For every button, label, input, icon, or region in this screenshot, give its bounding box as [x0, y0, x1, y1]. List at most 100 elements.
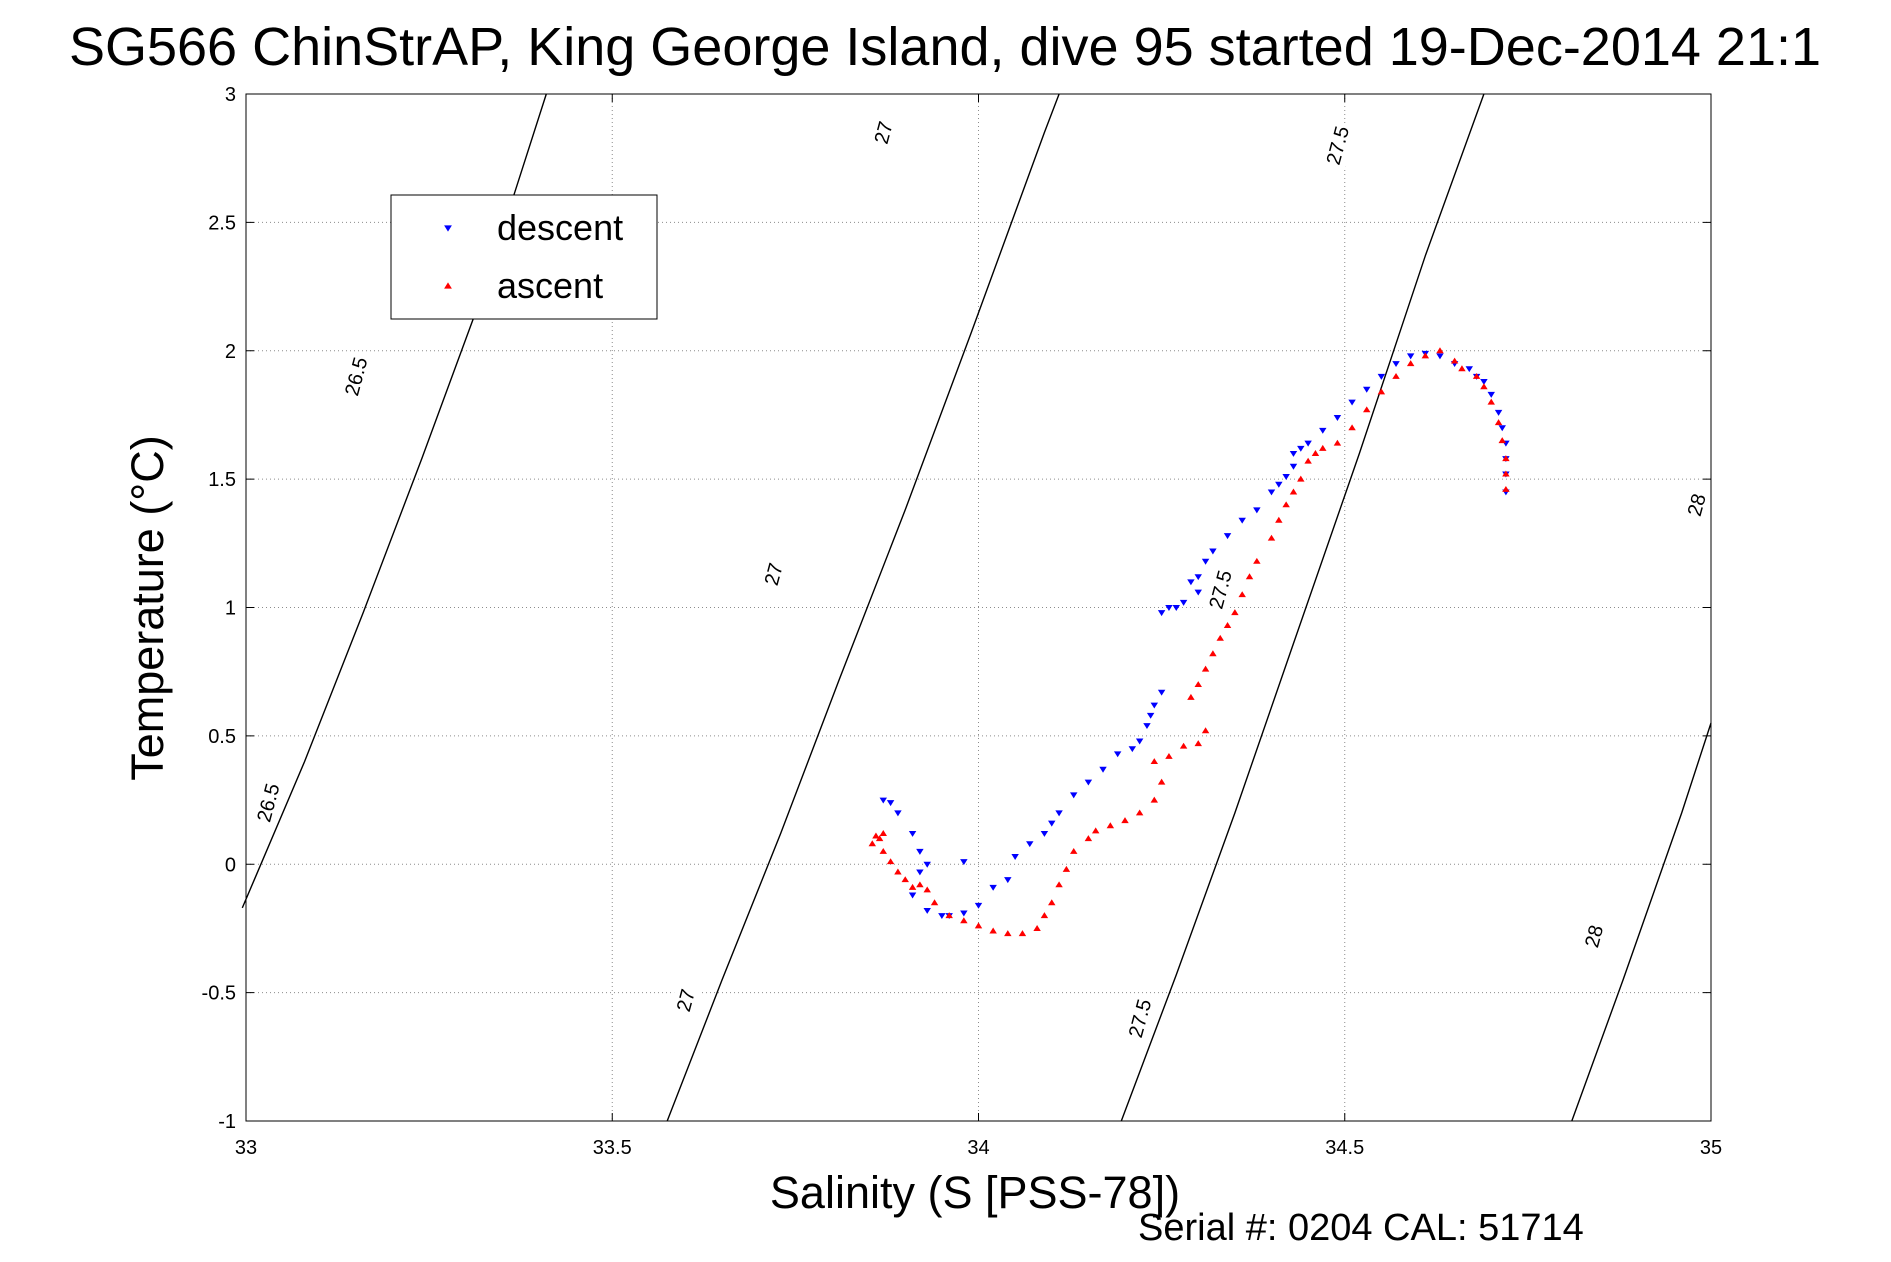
ascent-point — [1502, 485, 1510, 492]
ascent-point — [868, 840, 877, 847]
ascent-point — [1472, 372, 1481, 379]
descent-point — [886, 800, 895, 807]
descent-point — [1377, 373, 1386, 380]
descent-point — [1289, 450, 1298, 457]
descent-point — [1494, 409, 1503, 416]
ascent-point — [916, 881, 924, 888]
ascent-point — [1135, 809, 1144, 816]
ascent-point — [879, 847, 887, 854]
ascent-point — [894, 868, 902, 875]
descent-point — [1099, 766, 1107, 773]
descent-point — [1011, 854, 1019, 861]
ascent-point — [1304, 457, 1312, 464]
ascent-point — [1253, 557, 1261, 564]
descent-point — [1113, 751, 1122, 758]
density-contour-line — [1120, 93, 1485, 1122]
ascent-point — [1238, 591, 1246, 598]
ascent-point — [1502, 470, 1510, 477]
y-tick-label: 0.5 — [208, 726, 236, 748]
descent-point — [1319, 427, 1327, 434]
ascent-point — [1209, 650, 1217, 657]
y-tick-label: 2.5 — [208, 212, 236, 234]
data-series — [868, 347, 1510, 937]
series-ascent — [868, 347, 1510, 937]
descent-point — [1201, 558, 1210, 565]
contour-label-bg — [1678, 480, 1715, 530]
ascent-point — [1223, 622, 1232, 628]
contour-label-bg — [667, 975, 704, 1025]
descent-point — [1150, 702, 1159, 709]
ascent-point — [1494, 419, 1503, 426]
ascent-point — [1179, 742, 1188, 749]
descent-point — [960, 859, 968, 866]
y-tick-label: 1 — [225, 598, 236, 620]
descent-point — [916, 848, 924, 855]
legend-label-ascent: ascent — [497, 265, 603, 306]
ascent-point — [1275, 516, 1283, 523]
contour-label-bg — [755, 549, 792, 599]
descent-point — [1436, 353, 1444, 360]
ascent-point — [1165, 752, 1173, 759]
ascent-point — [1048, 899, 1056, 906]
y-tick-label: -1 — [218, 1111, 236, 1133]
descent-point — [1465, 366, 1474, 373]
y-tick-label: 3 — [225, 84, 236, 106]
x-tick-label: 33.5 — [593, 1137, 632, 1159]
ascent-point — [1150, 796, 1159, 803]
axis-ticks: 33 33.5 34 34.5 35 -1 -0.5 0 0.5 1 1.5 2 2.5 3 — [202, 84, 1723, 1159]
legend-marker-descent — [444, 225, 452, 232]
ascent-point — [960, 917, 968, 924]
ascent-point — [1311, 449, 1320, 456]
ascent-point — [1487, 398, 1495, 405]
contour-label-bg — [249, 778, 287, 828]
y-axis-label: Temperature (°C) — [122, 435, 173, 781]
y-tick-label: 2 — [225, 341, 236, 363]
descent-point — [908, 830, 917, 837]
descent-point — [1362, 386, 1371, 393]
descent-point — [1480, 379, 1488, 386]
descent-point — [1297, 445, 1305, 452]
ascent-point — [1362, 406, 1371, 413]
ascent-point — [1069, 847, 1078, 854]
ascent-point — [1450, 357, 1459, 364]
descent-point — [1223, 533, 1232, 540]
ascent-point — [1231, 609, 1239, 616]
ascent-point — [1201, 727, 1210, 734]
ascent-point — [1498, 437, 1506, 444]
descent-point — [1172, 605, 1181, 611]
x-tick-label: 34 — [967, 1137, 989, 1159]
y-tick-label: 1.5 — [208, 469, 236, 491]
descent-point — [1135, 738, 1144, 745]
ascent-point — [1121, 817, 1129, 824]
ascent-point — [1150, 758, 1159, 765]
ascent-point — [1319, 444, 1327, 451]
descent-point — [879, 797, 887, 804]
descent-point — [1069, 792, 1078, 799]
descent-point — [1040, 830, 1049, 837]
descent-point — [1392, 361, 1400, 368]
descent-point — [1055, 810, 1063, 817]
ascent-point — [1377, 388, 1386, 395]
descent-point — [894, 810, 902, 817]
descent-point — [1209, 548, 1217, 555]
ascent-point — [1106, 822, 1115, 829]
ascent-point — [1392, 372, 1400, 379]
ascent-point — [1436, 347, 1444, 354]
ascent-point — [1201, 665, 1210, 672]
descent-point — [1004, 877, 1012, 884]
legend-box — [390, 194, 658, 320]
density-contour-line — [1571, 722, 1712, 1122]
ascent-point — [1458, 365, 1466, 372]
legend-label-descent: descent — [497, 207, 623, 248]
ascent-point — [989, 927, 997, 934]
x-tick-label: 35 — [1700, 1137, 1722, 1159]
contour-label-bg — [1201, 564, 1239, 615]
descent-point — [923, 907, 931, 914]
descent-point — [1143, 723, 1151, 730]
descent-point — [974, 902, 983, 909]
descent-point — [1275, 481, 1283, 488]
descent-point — [938, 913, 946, 920]
descent-point — [908, 892, 917, 899]
descent-point — [1304, 440, 1312, 447]
x-tick-label: 34.5 — [1325, 1137, 1364, 1159]
